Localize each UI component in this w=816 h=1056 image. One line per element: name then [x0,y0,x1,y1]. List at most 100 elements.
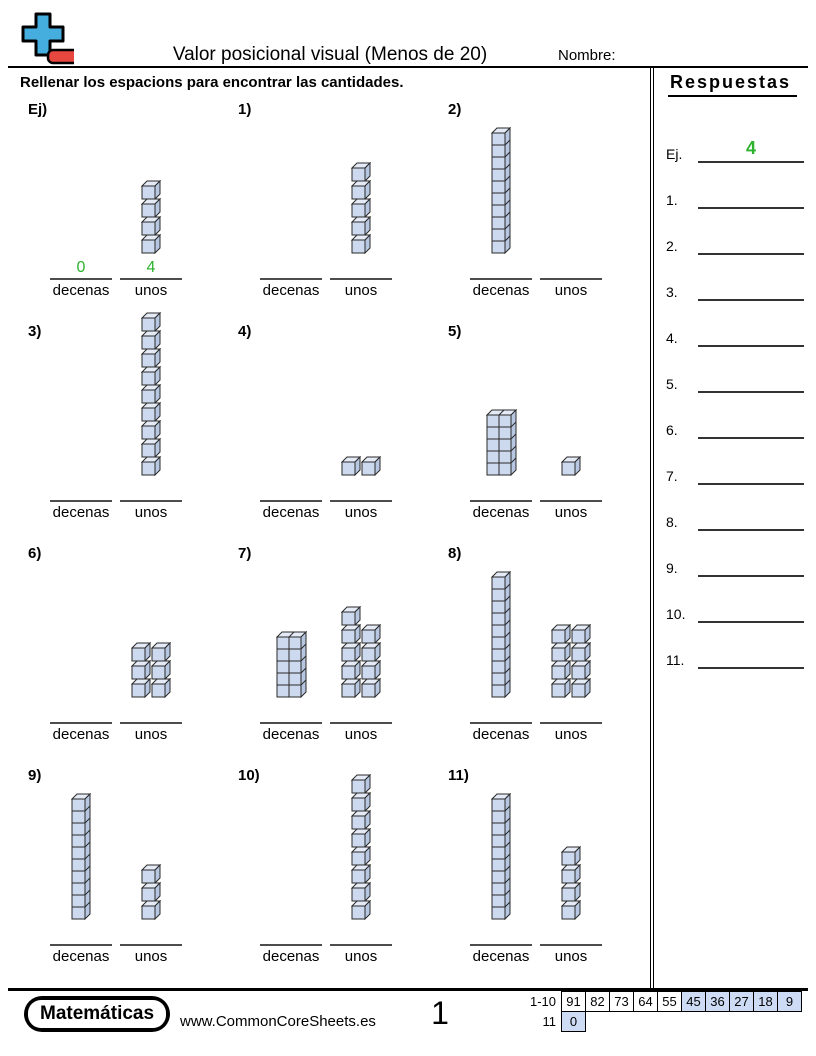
answer-blank-line[interactable] [698,597,804,623]
ones-answer: unos [330,258,392,300]
answer-blanks: decenas unos [50,480,182,522]
ones-visual [330,605,392,699]
answer-blank-line[interactable] [698,275,804,301]
answer-blank-line[interactable] [698,229,804,255]
ones-label: unos [344,726,378,743]
answer-row-ej: Ej. 4 [666,123,808,169]
tens-answer: decenas [470,702,532,744]
problem-label: 11) [448,767,469,784]
unit-cube-stack [350,161,372,255]
answer-row-9: 9. [666,537,808,583]
problem-5: 5) decenas unos [440,318,650,540]
ones-blank-line[interactable] [540,500,602,502]
answer-blank-line[interactable] [698,321,804,347]
answer-blanks: decenas unos [470,480,602,522]
ones-label: unos [134,726,168,743]
ones-answer: unos [120,702,182,744]
ones-answer: unos [330,480,392,522]
answer-blank-line[interactable] [698,551,804,577]
tens-blank-line[interactable] [260,944,322,946]
problem-1: 1) decenas unos [230,96,440,318]
math-plus-logo [12,8,83,71]
unit-cube-stack [140,311,162,477]
website-link[interactable]: www.CommonCoreSheets.es [180,1013,376,1030]
answers-title: Respuestas [668,72,798,97]
score-cell: 0 [561,1011,586,1032]
tens-answer: decenas [260,702,322,744]
ones-visual [120,311,182,477]
answer-blank-line[interactable] [698,183,804,209]
ones-blank-line[interactable] [120,944,182,946]
answer-row-label: 8. [666,514,678,530]
tens-blank-line[interactable] [50,500,112,502]
tens-answer-value [470,702,532,722]
ones-answer: unos [330,924,392,966]
answer-blank-line[interactable] [698,459,804,485]
tens-blank-line[interactable] [260,722,322,724]
unit-cube-stack [560,845,582,921]
tens-answer: decenas [470,924,532,966]
ones-blank-line[interactable] [540,944,602,946]
score-cell: 91 [561,991,586,1012]
brand-badge: Matemáticas [24,996,171,1032]
tens-blank-line[interactable] [470,500,532,502]
tens-label: decenas [472,504,530,521]
tens-blank-line[interactable] [50,722,112,724]
ones-label: unos [134,504,168,521]
ones-answer-value [540,480,602,500]
ones-blank-line[interactable] [330,278,392,280]
problem-11: 11) decenas unos [440,762,650,984]
answer-blank-line[interactable]: 4 [698,137,804,163]
problem-label: Ej) [28,101,48,118]
problem-label: 4) [238,323,252,340]
unit-cube-stack [550,623,592,699]
score-cell: 18 [753,991,778,1012]
ones-blank-line[interactable] [540,278,602,280]
answer-blanks: decenas unos [50,924,182,966]
tens-label: decenas [472,282,530,299]
answer-blanks: 0 decenas 4 unos [50,258,182,300]
ones-blank-line[interactable] [540,722,602,724]
ones-blank-line[interactable] [120,722,182,724]
tens-answer: 0 decenas [50,258,112,300]
unit-cube-stack [340,455,382,477]
tens-blank-line[interactable] [50,944,112,946]
ones-blank-line[interactable] [120,278,182,280]
answer-blanks: decenas unos [470,258,602,300]
ones-label: unos [554,948,588,965]
answer-blank-line[interactable] [698,643,804,669]
ones-answer-value [330,258,392,278]
tens-answer: decenas [50,480,112,522]
ones-blank-line[interactable] [330,722,392,724]
tens-answer: decenas [260,924,322,966]
problems-grid: Ej) 0 decenas 4 unos 1) decenas unos 2) decenas un… [20,96,650,984]
tens-blank-line[interactable] [470,722,532,724]
ones-label: unos [554,504,588,521]
ones-label: unos [554,282,588,299]
page-number: 1 [431,995,449,1031]
tens-blank-line[interactable] [50,278,112,280]
tens-visual [470,126,532,255]
ones-answer: unos [120,924,182,966]
name-label: Nombre: [558,47,616,64]
problem-8: 8) decenas unos [440,540,650,762]
tens-blank-line[interactable] [470,944,532,946]
answer-blank-line[interactable] [698,413,804,439]
ones-blank-line[interactable] [330,500,392,502]
tens-blank-line[interactable] [470,278,532,280]
ones-answer: unos [540,480,602,522]
answer-blank-line[interactable] [698,505,804,531]
tens-blank-line[interactable] [260,500,322,502]
problem-label: 3) [28,323,42,340]
tens-label: decenas [262,504,320,521]
tens-answer-value [470,924,532,944]
ones-blank-line[interactable] [330,944,392,946]
tens-label: decenas [52,726,110,743]
problem-7: 7) decenas unos [230,540,440,762]
problem-label: 9) [28,767,42,784]
problem-9: 9) decenas unos [20,762,230,984]
ones-blank-line[interactable] [120,500,182,502]
answer-blank-line[interactable] [698,367,804,393]
tens-blank-line[interactable] [260,278,322,280]
ones-label: unos [344,282,378,299]
